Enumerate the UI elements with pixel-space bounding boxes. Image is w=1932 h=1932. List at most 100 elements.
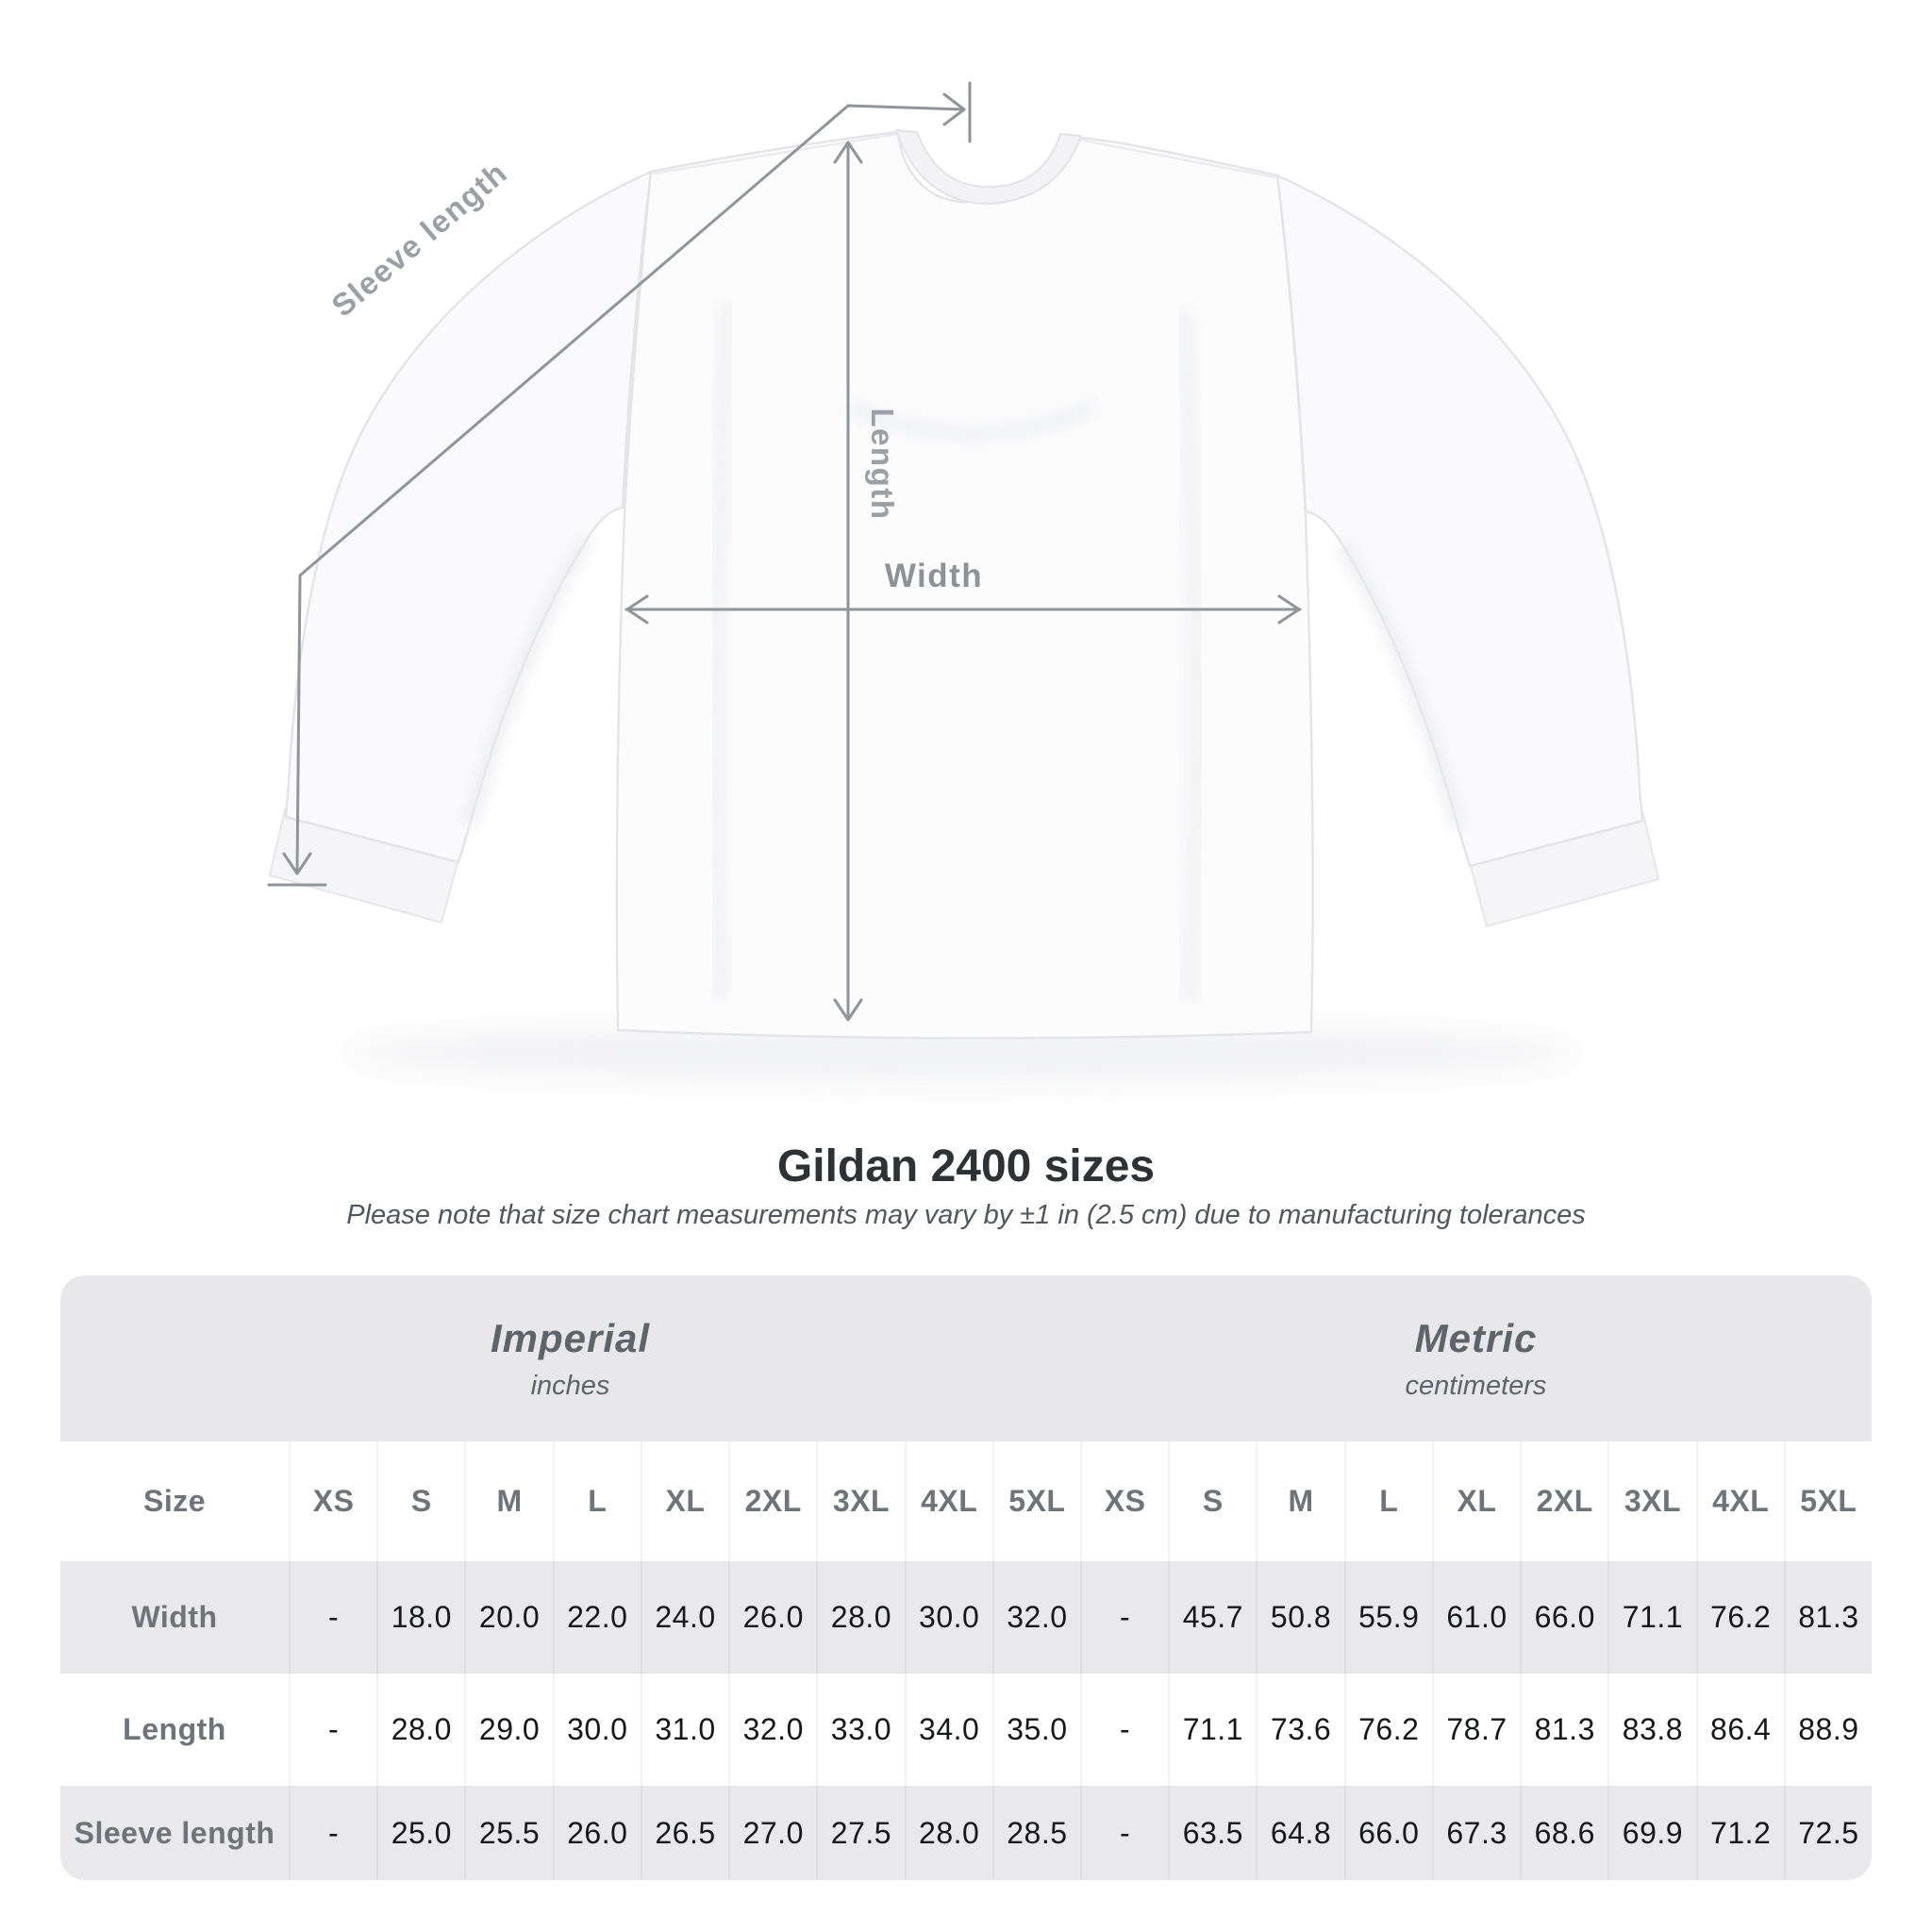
imperial-group-header: Imperial inches	[60, 1275, 1080, 1441]
table-cell: 81.3	[1520, 1674, 1607, 1786]
size-header-cell: 2XL	[728, 1441, 816, 1561]
size-column-label: Size	[142, 1484, 207, 1518]
size-header-row: Size XS S M L XL 2XL 3XL 4XL 5XL XS S M …	[60, 1441, 1872, 1561]
collar	[894, 128, 1083, 206]
table-cell: -	[1079, 1786, 1168, 1880]
length-measure: Length	[833, 141, 900, 1022]
table-cell: 61.0	[1431, 1561, 1520, 1674]
table-row-width: Width - 18.0 20.0 22.0 24.0 26.0 28.0 30…	[60, 1561, 1872, 1674]
table-cell: 30.0	[904, 1561, 992, 1674]
size-header-cell: 4XL	[904, 1441, 992, 1561]
size-header-cell: XS	[1079, 1441, 1168, 1561]
table-cell: 83.8	[1607, 1674, 1695, 1786]
table-cell: 86.4	[1695, 1674, 1784, 1786]
table-cell: 71.1	[1168, 1674, 1256, 1786]
width-measure: Width	[625, 558, 1302, 625]
table-cell: 33.0	[816, 1674, 904, 1786]
size-header-cell: S	[376, 1441, 464, 1561]
row-label: Sleeve length	[74, 1815, 275, 1850]
size-header-cell: 3XL	[1607, 1441, 1695, 1561]
table-cell: 28.0	[376, 1674, 464, 1786]
table-cell: 78.7	[1431, 1674, 1520, 1786]
table-row-length: Length - 28.0 29.0 30.0 31.0 32.0 33.0 3…	[60, 1674, 1872, 1786]
table-cell: 18.0	[376, 1561, 464, 1674]
imperial-unit: inches	[530, 1370, 610, 1401]
table-cell: 63.5	[1168, 1786, 1256, 1880]
table-cell: 35.0	[991, 1674, 1080, 1786]
right-shoulder-seam	[1078, 138, 1276, 179]
size-header-cell: XS	[289, 1441, 376, 1561]
size-table: Imperial inches Metric centimeters Size …	[60, 1275, 1872, 1880]
table-cell: 29.0	[464, 1674, 552, 1786]
table-cell: 25.5	[464, 1786, 552, 1880]
table-cell: 30.0	[552, 1674, 641, 1786]
table-cell: 26.0	[552, 1786, 641, 1880]
size-header-cell: XL	[1431, 1441, 1520, 1561]
table-cell: 26.0	[728, 1561, 816, 1674]
table-cell: 69.9	[1607, 1786, 1695, 1880]
size-header-cell: 3XL	[816, 1441, 904, 1561]
table-cell: 27.5	[816, 1786, 904, 1880]
table-cell: 28.0	[816, 1561, 904, 1674]
table-cell: 64.8	[1256, 1786, 1343, 1880]
length-label: Length	[865, 408, 900, 521]
row-label: Length	[123, 1712, 226, 1746]
table-cell: -	[289, 1674, 376, 1786]
table-cell: 34.0	[904, 1674, 992, 1786]
table-cell: 32.0	[728, 1674, 816, 1786]
table-cell: 20.0	[464, 1561, 552, 1674]
size-header-cell: L	[1343, 1441, 1432, 1561]
table-cell: -	[289, 1786, 376, 1880]
table-cell: 71.2	[1695, 1786, 1784, 1880]
table-cell: 88.9	[1783, 1674, 1872, 1786]
table-cell: -	[1079, 1561, 1168, 1674]
left-sleeve-shade	[462, 535, 593, 827]
table-cell: 81.3	[1783, 1561, 1872, 1674]
table-cell: -	[289, 1561, 376, 1674]
size-header-cell: L	[552, 1441, 641, 1561]
table-cell: 50.8	[1256, 1561, 1343, 1674]
table-cell: 71.1	[1607, 1561, 1695, 1674]
body-fold	[1176, 310, 1204, 1001]
table-cell: 73.6	[1256, 1674, 1343, 1786]
size-header-cell: 2XL	[1520, 1441, 1607, 1561]
table-cell: -	[1079, 1674, 1168, 1786]
table-cell: 68.6	[1520, 1786, 1607, 1880]
left-shoulder-seam	[652, 132, 899, 175]
table-cell: 25.0	[376, 1786, 464, 1880]
table-cell: 76.2	[1695, 1561, 1784, 1674]
metric-unit: centimeters	[1405, 1370, 1547, 1401]
width-label: Width	[885, 558, 983, 594]
size-header-cell: M	[464, 1441, 552, 1561]
metric-label: Metric	[1414, 1315, 1538, 1360]
table-cell: 27.0	[728, 1786, 816, 1880]
shirt-body	[615, 130, 1314, 1040]
metric-group-header: Metric centimeters	[1080, 1275, 1872, 1441]
size-header-cell: M	[1256, 1441, 1343, 1561]
shirt-shadow	[340, 1021, 1585, 1085]
table-cell: 32.0	[991, 1561, 1080, 1674]
table-cell: 45.7	[1168, 1561, 1256, 1674]
table-cell: 24.0	[640, 1561, 728, 1674]
table-cell: 66.0	[1520, 1561, 1607, 1674]
table-cell: 28.0	[904, 1786, 992, 1880]
size-header-cell: 4XL	[1695, 1441, 1784, 1561]
page-title: Gildan 2400 sizes	[776, 1141, 1156, 1191]
shirt-measurement-diagram: Sleeve length Length Width	[267, 81, 1660, 1085]
right-sleeve	[1275, 173, 1644, 868]
size-header-cell: S	[1168, 1441, 1256, 1561]
body-fold	[708, 301, 735, 1001]
table-cell: 55.9	[1343, 1561, 1432, 1674]
table-row-sleeve-length: Sleeve length - 25.0 25.5 26.0 26.5 27.0…	[60, 1786, 1872, 1880]
size-header-cell: 5XL	[1783, 1441, 1872, 1561]
tolerance-note: Please note that size chart measurements…	[346, 1200, 1586, 1230]
right-sleeve-shade	[1335, 539, 1466, 831]
table-cell: 67.3	[1431, 1786, 1520, 1880]
size-header-cell: 5XL	[991, 1441, 1080, 1561]
table-cell: 26.5	[640, 1786, 728, 1880]
table-cell: 66.0	[1343, 1786, 1432, 1880]
table-cell: 22.0	[552, 1561, 641, 1674]
body-fold	[844, 397, 1099, 442]
table-cell: 28.5	[991, 1786, 1080, 1880]
